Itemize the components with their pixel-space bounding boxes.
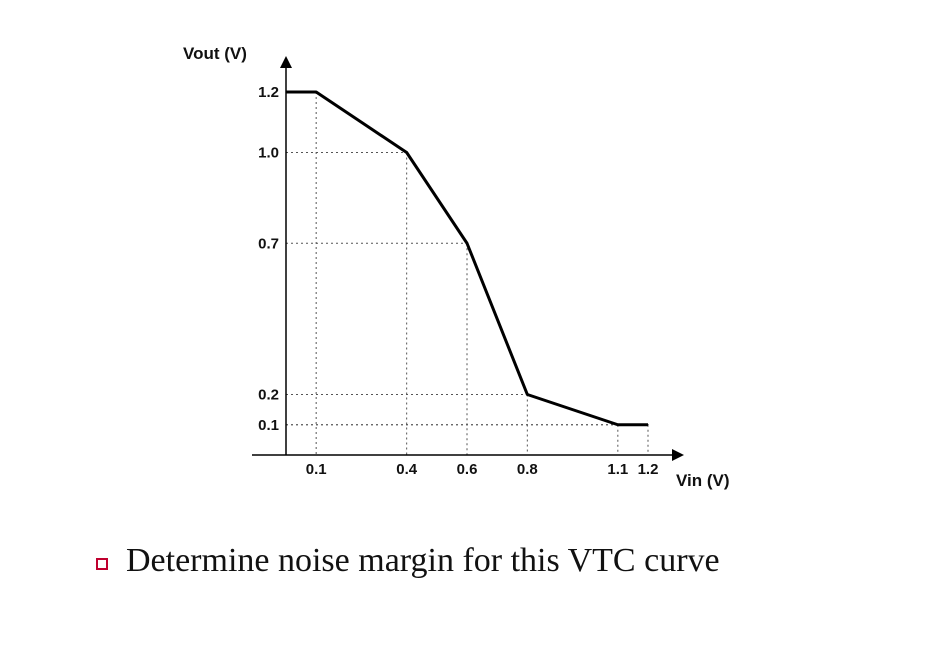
x-axis-title: Vin (V) bbox=[676, 471, 730, 490]
y-tick-label: 0.1 bbox=[258, 417, 279, 434]
vtc-point bbox=[285, 91, 287, 93]
y-tick-label: 1.0 bbox=[258, 145, 279, 162]
y-tick-label: 0.7 bbox=[258, 235, 279, 252]
x-tick-label: 0.6 bbox=[457, 461, 478, 478]
vtc-point bbox=[466, 242, 468, 244]
tick-labels: 0.1 0.4 0.6 0.8 1.1 1.2 1.2 1.0 0.7 0.2 0.1 bbox=[258, 84, 658, 478]
checkbox-bullet-icon bbox=[96, 558, 108, 570]
series-layer bbox=[285, 90, 649, 427]
y-tick-label: 0.2 bbox=[258, 387, 279, 404]
x-tick-label: 0.8 bbox=[517, 461, 538, 478]
x-tick-label: 0.4 bbox=[396, 461, 418, 478]
guide-lines bbox=[286, 91, 649, 455]
vtc-point bbox=[617, 424, 619, 426]
vtc-point bbox=[647, 424, 649, 426]
vtc-point bbox=[406, 151, 408, 154]
axes bbox=[252, 56, 684, 461]
y-axis-title: Vout (V) bbox=[183, 44, 247, 63]
question-text: Determine noise margin for this VTC curv… bbox=[126, 542, 720, 579]
x-tick-label: 1.1 bbox=[607, 461, 628, 478]
x-tick-label: 0.1 bbox=[306, 461, 327, 478]
x-tick-label: 1.2 bbox=[638, 461, 659, 478]
vtc-point bbox=[315, 91, 317, 93]
y-tick-label: 1.2 bbox=[258, 84, 279, 101]
vtc-point bbox=[526, 393, 528, 396]
question-bullet: Determine noise margin for this VTC curv… bbox=[96, 544, 720, 578]
